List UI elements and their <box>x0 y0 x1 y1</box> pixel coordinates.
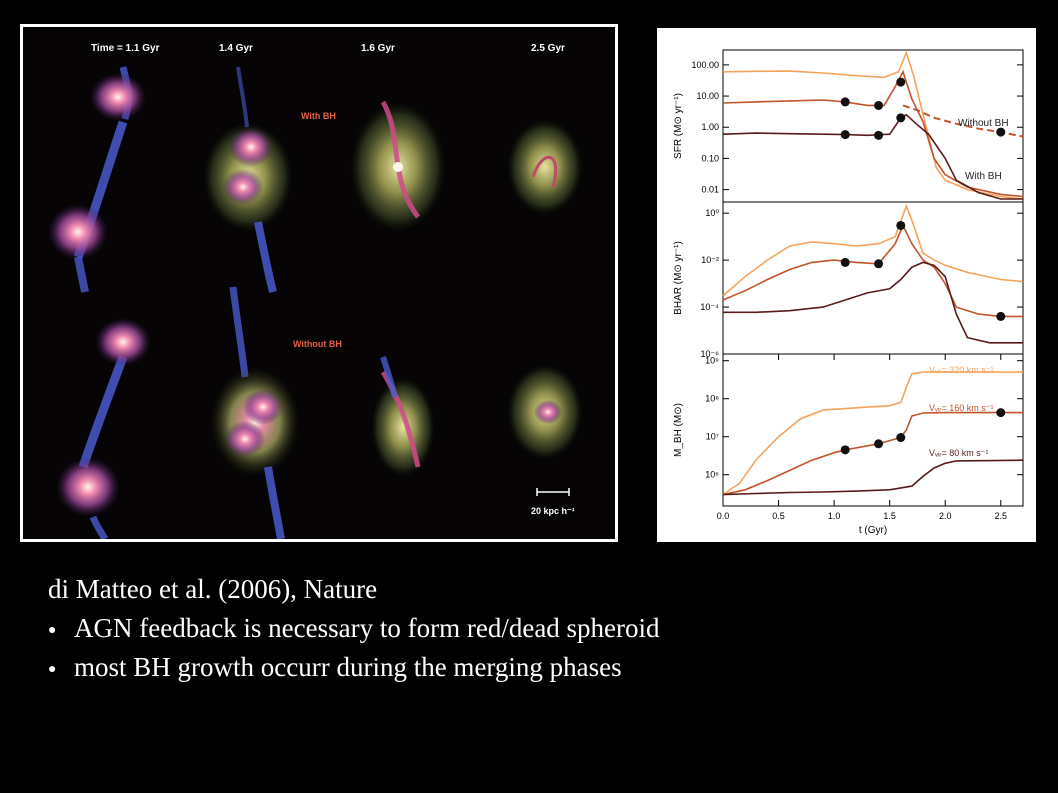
x-tick-label: 2.5 <box>995 511 1008 521</box>
data-marker-middle <box>874 259 884 269</box>
data-marker-top <box>874 130 884 140</box>
row-label-with-bh: With BH <box>301 111 336 121</box>
series-line-bottom-v80 <box>722 459 1024 496</box>
data-marker-middle <box>840 257 850 267</box>
galaxy-merger-snapshots: Time = 1.1 Gyr 1.4 Gyr 1.6 Gyr 2.5 Gyr W… <box>48 43 583 539</box>
y-tick-label-top: 0.10 <box>701 153 719 163</box>
data-marker-middle <box>896 220 906 230</box>
snapshot-without-bh-1-4gyr <box>210 286 300 539</box>
y-tick-label-top: 0.01 <box>701 185 719 195</box>
y-axis-label-middle: BHAR (M⊙ yr⁻¹) <box>673 241 684 315</box>
bullet-text-1: AGN feedback is necessary to form red/de… <box>74 613 660 643</box>
y-axis-label-bottom: M_BH (M⊙) <box>673 403 684 457</box>
data-marker-bottom <box>874 439 884 449</box>
time-label-4: 2.5 Gyr <box>531 43 565 54</box>
y-tick-label-bottom: 10⁶ <box>705 470 719 480</box>
data-marker-top <box>874 100 884 110</box>
time-label-1: Time = 1.1 Gyr <box>91 43 160 54</box>
snapshot-without-bh-1-1gyr <box>56 318 151 539</box>
x-tick-label: 0.0 <box>717 511 730 521</box>
y-tick-label-middle: 10⁻⁶ <box>701 349 720 359</box>
data-marker-top <box>896 77 906 87</box>
y-tick-label-bottom: 10⁷ <box>706 432 719 442</box>
y-tick-label-middle: 10⁻² <box>701 255 719 265</box>
scale-label: 20 kpc h⁻¹ <box>531 506 575 516</box>
scale-bar <box>536 488 570 496</box>
chart-svg: 100.00 10.00 1.00 0.10 0.01 SFR (M⊙ yr⁻¹) With… <box>673 49 1024 536</box>
data-marker-top <box>896 113 906 123</box>
y-tick-label-top: 1.00 <box>701 122 719 132</box>
snapshot-with-bh-1-6gyr <box>350 100 446 232</box>
x-tick-label: 1.0 <box>828 511 841 521</box>
bullet-item-1: ● AGN feedback is necessary to form red/d… <box>48 613 660 644</box>
y-tick-label-bottom: 10⁸ <box>705 394 719 404</box>
series-line-bottom-v160 <box>722 411 1023 496</box>
row-label-without-bh: Without BH <box>293 339 342 349</box>
y-tick-label-middle: 10⁰ <box>705 208 719 218</box>
y-axis-label-top: SFR (M⊙ yr⁻¹) <box>673 93 684 159</box>
data-marker-top <box>996 127 1006 137</box>
series-line-middle-v320 <box>722 203 1024 297</box>
data-marker-top <box>840 130 850 140</box>
y-tick-label-bottom: 10⁹ <box>705 356 719 366</box>
x-axis-label: t (Gyr) <box>859 525 887 536</box>
simulation-image-panel: Time = 1.1 Gyr 1.4 Gyr 1.6 Gyr 2.5 Gyr W… <box>20 24 618 542</box>
data-marker-top <box>840 97 850 107</box>
x-tick-label: 2.0 <box>939 511 952 521</box>
bullet-item-2: ● most BH growth occurr during the mergin… <box>48 652 622 683</box>
time-label-3: 1.6 Gyr <box>361 43 395 54</box>
bullet-text-2: most BH growth occurr during the merging… <box>74 652 622 682</box>
y-tick-label-top: 100.00 <box>691 60 719 70</box>
y-tick-label-middle: 10⁻⁴ <box>700 302 719 312</box>
data-marker-bottom <box>896 433 906 443</box>
snapshot-with-bh-2-5gyr <box>507 119 583 215</box>
series-line-bottom-v320 <box>722 371 1023 496</box>
bullet-icon: ● <box>48 661 57 677</box>
series-line-middle-v80 <box>723 261 1023 344</box>
time-label-2: 1.4 Gyr <box>219 43 253 54</box>
annotation-v160: Vᵥᵢᵣ= 160 km s⁻¹ <box>929 403 994 413</box>
snapshot-with-bh-1-1gyr <box>48 66 146 293</box>
panel-frame-bottom <box>722 353 1024 507</box>
series-line-middle-v160 <box>722 223 1023 318</box>
data-marker-bottom <box>840 445 850 455</box>
annotation-v80: Vᵥᵢᵣ= 80 km s⁻¹ <box>929 448 988 458</box>
snapshot-without-bh-1-6gyr <box>371 356 435 477</box>
x-tick-label: 0.5 <box>772 511 785 521</box>
data-marker-middle <box>996 311 1006 321</box>
data-marker-bottom <box>996 408 1006 418</box>
annotation-v320: Vᵥᵢᵣ= 320 km s⁻¹ <box>929 365 994 375</box>
panel-frame-middle <box>722 201 1024 355</box>
series-line-top-v320 <box>722 50 1024 200</box>
snapshot-with-bh-1-4gyr <box>203 66 293 293</box>
y-tick-label-top: 10.00 <box>696 91 719 101</box>
simulation-image: Time = 1.1 Gyr 1.4 Gyr 1.6 Gyr 2.5 Gyr W… <box>23 27 615 539</box>
bullet-icon: ● <box>48 622 57 638</box>
annotation-with-bh: With BH <box>965 171 1002 182</box>
snapshot-without-bh-2-5gyr <box>507 364 583 460</box>
annotation-without-bh: Without BH <box>958 118 1009 129</box>
citation-text: di Matteo et al. (2006), Nature <box>48 574 378 604</box>
x-tick-label: 1.5 <box>883 511 896 521</box>
plots-panel: 100.00 10.00 1.00 0.10 0.01 SFR (M⊙ yr⁻¹) With… <box>657 28 1036 542</box>
